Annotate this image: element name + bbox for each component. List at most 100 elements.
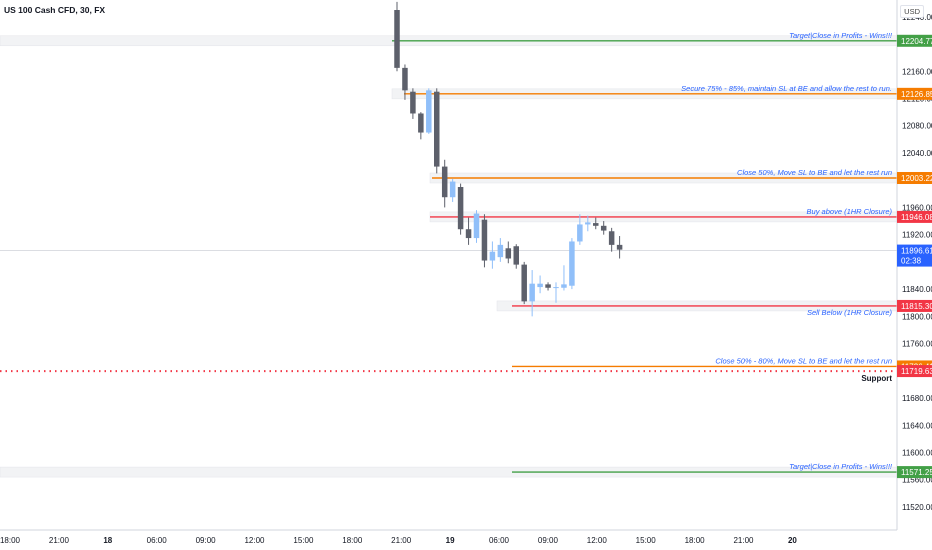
currency-button[interactable]: USD — [900, 5, 924, 18]
price-tick-label: 11680.00 — [902, 394, 932, 403]
candle — [497, 238, 504, 262]
level-price-label: 11815.30 — [901, 302, 932, 311]
time-tick-label: 18 — [103, 536, 112, 545]
candle — [481, 214, 488, 268]
candle-body — [593, 223, 599, 226]
candle-body — [449, 181, 456, 198]
level-price-label: 11946.08 — [901, 213, 932, 222]
candle-body — [561, 284, 567, 288]
price-tick-label: 11600.00 — [902, 449, 932, 458]
time-tick-label: 21:00 — [733, 536, 754, 545]
candle — [537, 275, 543, 294]
price-tick-label: 11760.00 — [902, 340, 932, 349]
level-price-label: 12003.22 — [901, 174, 932, 183]
candle-body — [489, 251, 496, 261]
candle-body — [553, 287, 559, 289]
candle — [457, 183, 464, 235]
price-tick-label: 11520.00 — [902, 503, 932, 512]
candle — [521, 261, 527, 305]
candle-body — [418, 113, 424, 133]
candle-body — [465, 229, 472, 239]
level-price-tag — [897, 34, 932, 47]
candle — [394, 1, 400, 72]
support-price-label: 11719.63 — [901, 367, 932, 376]
candle — [426, 88, 432, 134]
level-price-tag — [897, 299, 932, 312]
level-price-label: 11571.25 — [901, 468, 932, 477]
price-axis[interactable]: 12240.0012160.0012120.0012080.0012040.00… — [896, 0, 932, 550]
candle — [608, 227, 615, 252]
candle — [577, 214, 583, 245]
candle-series — [394, 1, 623, 317]
price-tick-label: 12040.00 — [902, 149, 932, 158]
candle — [473, 210, 480, 243]
level-annotation: Buy above (1HR Closure) — [807, 207, 893, 216]
time-tick-label: 06:00 — [489, 536, 510, 545]
time-tick-label: 20 — [788, 536, 797, 545]
candle-body — [481, 219, 488, 261]
support-price-tag — [897, 365, 932, 378]
candle — [585, 215, 591, 232]
candle — [505, 241, 512, 264]
candle-body — [600, 225, 607, 231]
price-tick-label: 11920.00 — [902, 231, 932, 240]
price-tick-label: 12080.00 — [902, 122, 932, 131]
candle — [545, 282, 551, 291]
candle-body — [394, 10, 400, 68]
candle — [593, 217, 599, 230]
level-price-tag — [897, 172, 932, 185]
time-tick-label: 06:00 — [147, 536, 168, 545]
candle — [441, 159, 448, 208]
support-label: Support — [861, 374, 892, 383]
candle — [410, 88, 416, 119]
candle-body — [426, 90, 432, 133]
candle-body — [402, 67, 408, 91]
time-tick-label: 19 — [446, 536, 455, 545]
time-tick-label: 18:00 — [685, 536, 706, 545]
candle — [616, 236, 623, 259]
level-price-label: 12204.77 — [901, 37, 932, 46]
time-tick-label: 12:00 — [587, 536, 608, 545]
level-annotation: Close 50% - 80%, Move SL to BE and let t… — [715, 356, 892, 365]
price-tick-label: 11960.00 — [902, 203, 932, 212]
time-tick-label: 21:00 — [49, 536, 70, 545]
candle-body — [585, 222, 591, 225]
candle-body — [410, 91, 416, 114]
time-tick-label: 09:00 — [196, 536, 217, 545]
time-tick-label: 12:00 — [244, 536, 265, 545]
level-annotation: Target|Close in Profits - Wins!!! — [789, 31, 893, 40]
candle-body — [537, 283, 543, 288]
level-price-tag — [897, 87, 932, 100]
price-tick-label: 11640.00 — [902, 421, 932, 430]
candle — [449, 178, 456, 202]
time-tick-label: 21:00 — [391, 536, 412, 545]
candle-body — [577, 224, 583, 242]
candle — [434, 88, 440, 174]
candle-body — [505, 248, 512, 259]
candle — [513, 244, 519, 269]
candle-body — [616, 244, 623, 250]
candle-body — [529, 283, 535, 302]
candle-body — [521, 264, 527, 302]
time-tick-label: 15:00 — [636, 536, 657, 545]
candle — [600, 221, 607, 235]
time-axis[interactable]: 18:00 21:00 18 06:00 09:00 12:00 15:00 18:00 21:… — [0, 529, 897, 545]
candle — [489, 241, 496, 269]
level-price-tag — [897, 466, 932, 479]
candle-body — [608, 231, 615, 245]
candle — [561, 265, 567, 291]
candle-body — [473, 213, 480, 239]
candle-body — [434, 91, 440, 167]
candle-body — [569, 241, 575, 286]
candle-body — [497, 244, 504, 258]
level-annotation: Sell Below (1HR Closure) — [807, 308, 893, 317]
price-tick-label: 11800.00 — [902, 312, 932, 321]
candle-body — [457, 187, 464, 230]
candle — [418, 112, 424, 140]
level-annotation: Secure 75% - 85%, maintain SL at BE and … — [681, 84, 892, 93]
time-tick-label: 18:00 — [342, 536, 363, 545]
candle — [465, 217, 472, 245]
candle-body — [545, 284, 551, 288]
price-tick-label: 11560.00 — [902, 476, 932, 485]
